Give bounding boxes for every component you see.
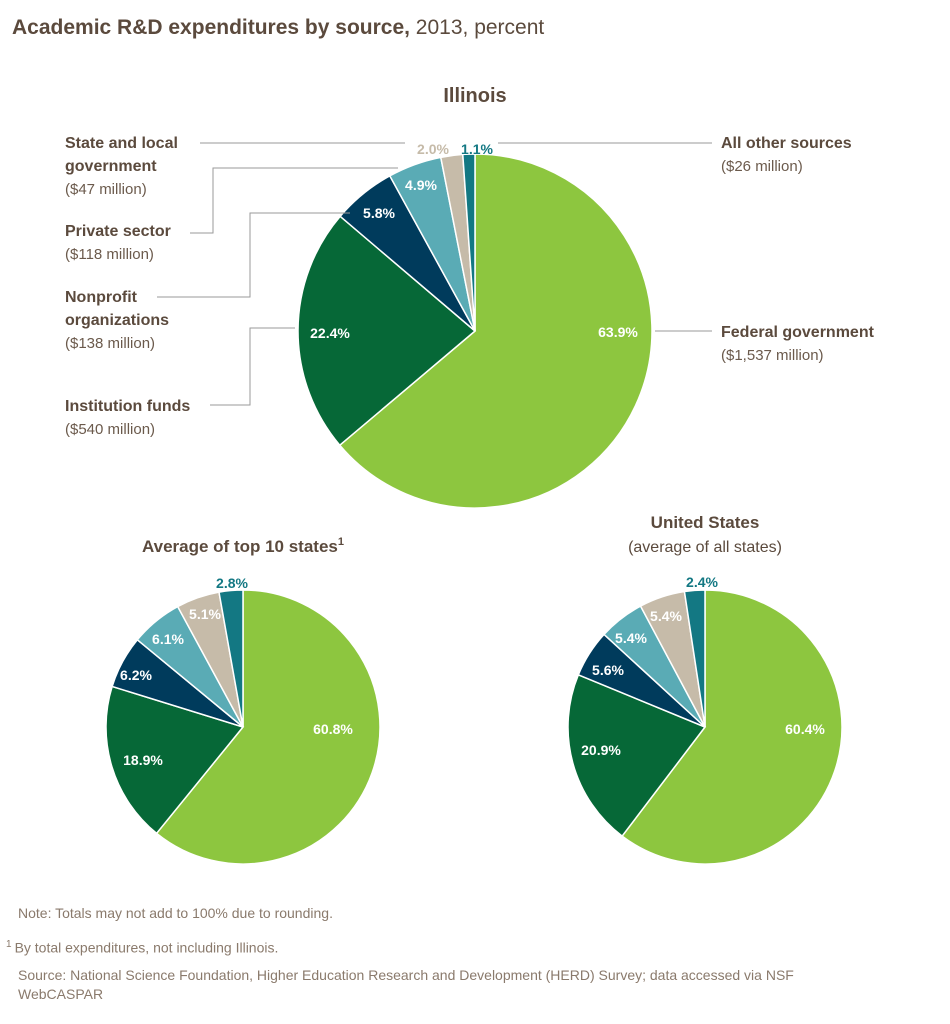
slice-label-2-federal: 60.4% — [785, 721, 825, 737]
slice-label-0-nonprofit: 5.8% — [363, 205, 395, 221]
slice-label-0-state_local: 2.0% — [417, 141, 449, 157]
slice-label-1-private: 6.1% — [152, 631, 184, 647]
legend-amount-private: ($118 million) — [65, 246, 154, 263]
slice-label-2-state_local: 5.4% — [650, 608, 682, 624]
legend-amount-federal: ($1,537 million) — [721, 347, 824, 364]
slice-label-2-private: 5.4% — [615, 630, 647, 646]
pie-slice-2-other — [683, 589, 706, 728]
callout-line-private — [190, 167, 398, 234]
legend-amount-institution: ($540 million) — [65, 421, 155, 438]
slice-label-2-institution: 20.9% — [581, 742, 621, 758]
legend-name-private: Private sector — [65, 223, 171, 240]
slice-label-1-other: 2.8% — [216, 575, 248, 591]
chart-title-sub: 2013, percent — [409, 16, 545, 39]
legend-name-state-local: State and local — [65, 135, 178, 152]
callout-line-nonprofit — [157, 212, 350, 298]
legend-name-nonprofit: organizations — [65, 312, 169, 329]
chart-title: Academic R&D expenditures by source, 201… — [12, 16, 544, 40]
legend-name-institution: Institution funds — [65, 398, 190, 415]
slice-label-0-federal: 63.9% — [598, 324, 638, 340]
chart-title-main: Academic R&D expenditures by source, — [12, 16, 410, 39]
pie-title-us: United States — [651, 513, 760, 532]
slice-label-1-federal: 60.8% — [313, 721, 353, 737]
legend-amount-other: ($26 million) — [721, 158, 803, 175]
slice-label-0-institution: 22.4% — [310, 325, 350, 341]
pie-slice-2-federal — [621, 589, 843, 865]
pie-slice-1-federal — [155, 589, 381, 865]
slice-label-1-state_local: 5.1% — [189, 606, 221, 622]
legend-name-nonprofit: Nonprofit — [65, 289, 138, 306]
pie-slice-2-institution — [567, 673, 707, 838]
slice-label-2-nonprofit: 5.6% — [592, 662, 624, 678]
slice-label-1-nonprofit: 6.2% — [120, 667, 152, 683]
pie-title-illinois: Illinois — [443, 85, 506, 107]
pie-slice-1-institution — [105, 685, 245, 835]
slice-label-2-other: 2.4% — [686, 574, 718, 590]
legend-amount-state-local: ($47 million) — [65, 181, 147, 198]
callout-line-institution — [210, 327, 295, 406]
legend-name-state-local: government — [65, 158, 157, 175]
slice-label-0-private: 4.9% — [405, 177, 437, 193]
source-text: Source: National Science Foundation, Hig… — [18, 967, 794, 1002]
footnote-mark: 1 — [6, 939, 12, 950]
pie-slice-0-federal — [338, 153, 653, 509]
pie-title-top10: Average of top 10 states1 — [142, 536, 344, 556]
pie-subtitle-us: (average of all states) — [628, 539, 782, 556]
legend-name-federal: Federal government — [721, 324, 875, 341]
legend-amount-nonprofit: ($138 million) — [65, 335, 155, 352]
legend-name-other: All other sources — [721, 135, 852, 152]
pie-slice-1-other — [218, 589, 244, 728]
footnote-text: By total expenditures, not including Ill… — [14, 939, 279, 956]
slice-label-0-other: 1.1% — [461, 141, 493, 157]
pie-slice-0-other — [461, 153, 476, 332]
pie-slice-0-institution — [297, 215, 477, 447]
note-text: Note: Totals may not add to 100% due to … — [18, 905, 333, 921]
slice-label-1-institution: 18.9% — [123, 752, 163, 768]
footnote: 1 By total expenditures, not including Il… — [6, 935, 278, 958]
